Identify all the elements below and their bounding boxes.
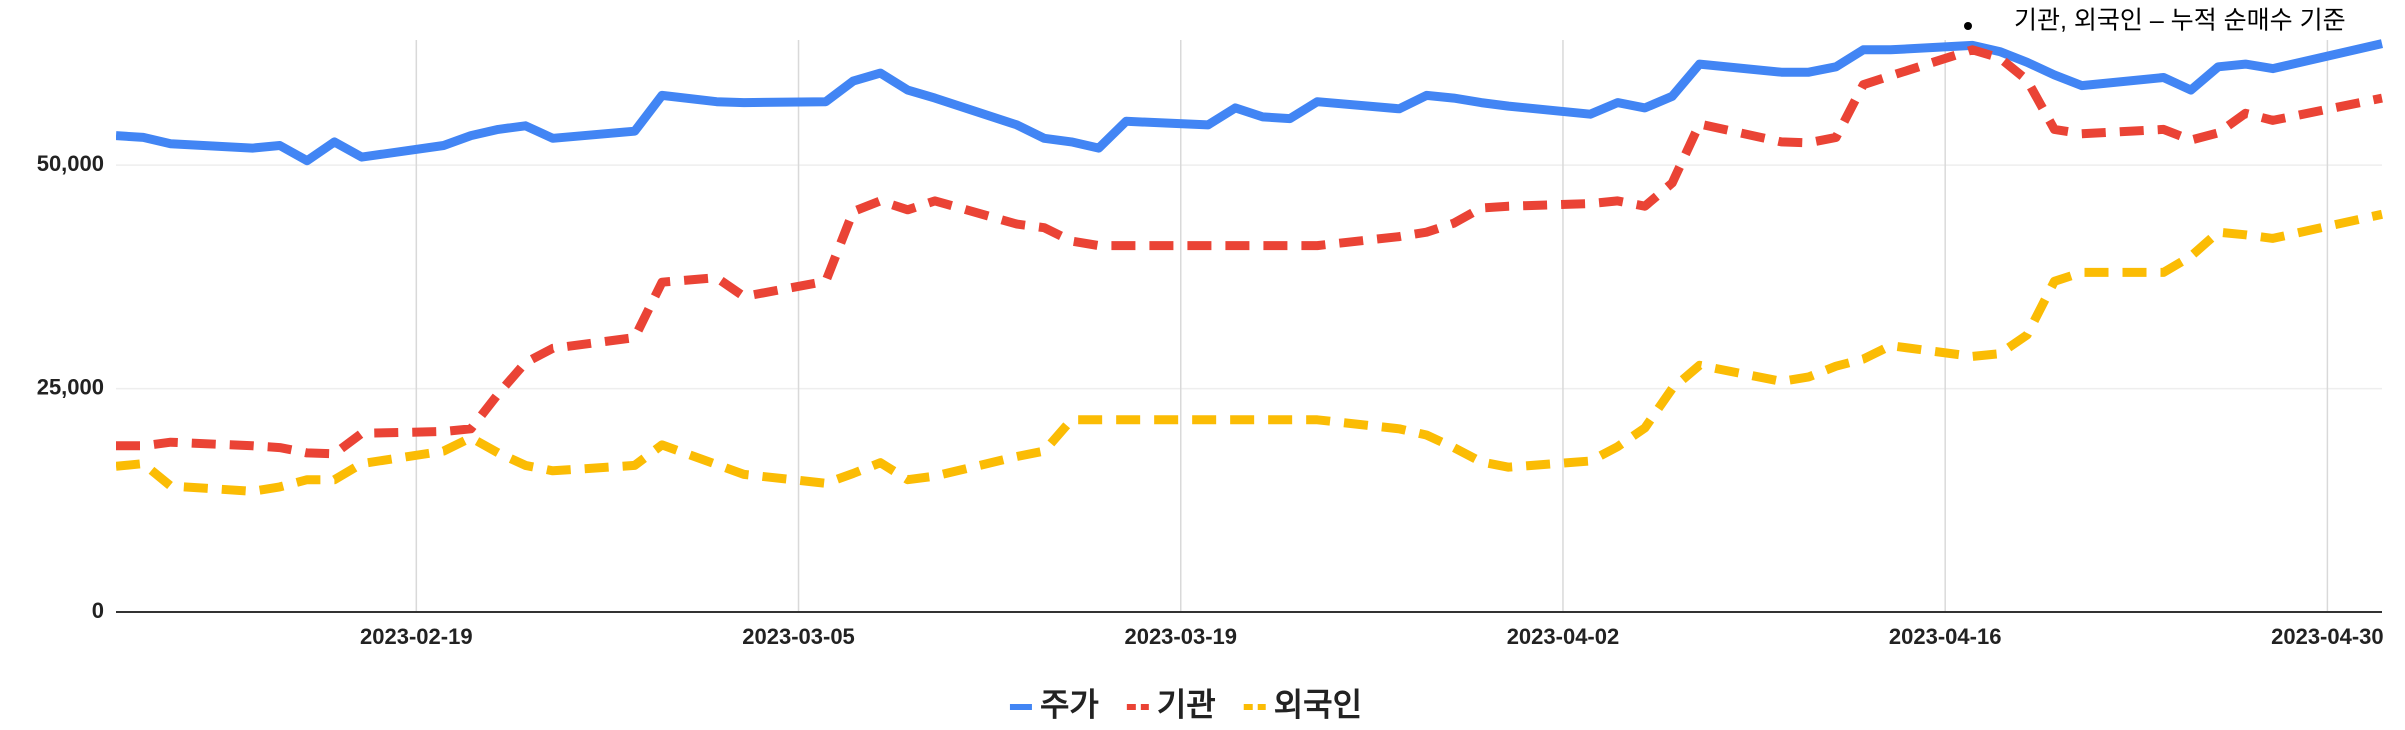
line-series bbox=[116, 209, 2383, 496]
x-tick-label: 2023-03-19 bbox=[1124, 624, 1237, 649]
legend-item: 기관 bbox=[1126, 686, 1216, 722]
y-tick-label: 0 bbox=[92, 598, 104, 623]
x-tick-label: 2023-03-05 bbox=[742, 624, 855, 649]
x-tick-label: 2023-04-16 bbox=[1889, 624, 2002, 649]
x-tick-label: 2023-04-02 bbox=[1507, 624, 1620, 649]
legend-label: 기관 bbox=[1157, 686, 1216, 722]
bullet bbox=[1964, 22, 1972, 30]
legend-item: 주가 bbox=[1009, 686, 1099, 722]
annotation: 기관, 외국인 – 누적 순매수 기준 bbox=[2014, 7, 2346, 35]
line-series bbox=[116, 45, 2383, 459]
legend-label: 주가 bbox=[1040, 686, 1099, 722]
x-tick-label: 2023-04-30 bbox=[2271, 624, 2384, 649]
x-tick-label: 2023-02-19 bbox=[360, 624, 473, 649]
legend-label: 외국인 bbox=[1274, 686, 1362, 722]
y-tick-label: 50,000 bbox=[37, 151, 104, 176]
line-series bbox=[116, 39, 2384, 166]
y-tick-label: 25,000 bbox=[37, 374, 104, 399]
legend-item: 외국인 bbox=[1243, 686, 1362, 722]
